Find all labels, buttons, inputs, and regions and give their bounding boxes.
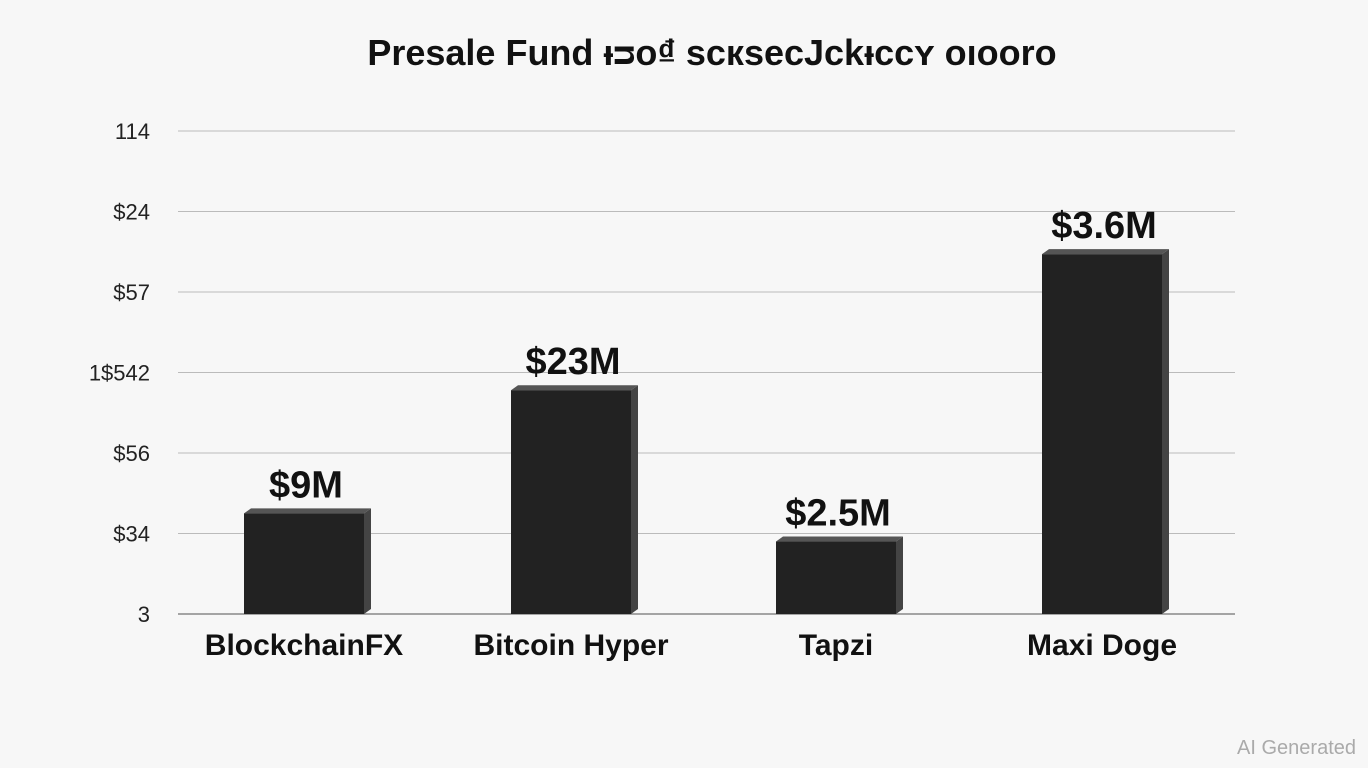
- bar-side: [631, 385, 638, 614]
- bar-side: [364, 508, 371, 614]
- bar-side: [896, 536, 903, 614]
- data-label: $3.6M: [1051, 205, 1157, 247]
- y-tick-label: $56: [113, 441, 150, 466]
- x-category-label: Tapzi: [799, 629, 873, 662]
- bar-top: [776, 536, 903, 542]
- y-tick-label: 3: [138, 602, 150, 627]
- data-label: $2.5M: [785, 493, 891, 535]
- data-label: $23M: [525, 341, 620, 383]
- bar-top: [1042, 249, 1169, 255]
- bar: [244, 513, 364, 614]
- chart-title: Presale Fund ᵻᴝo₫ scкsecJckᵻccʏ oıooro: [367, 32, 1056, 73]
- y-tick-label: $57: [113, 280, 150, 305]
- y-tick-label: $24: [113, 200, 150, 225]
- bar-top: [511, 385, 638, 391]
- y-tick-label: 1$542: [89, 361, 150, 386]
- bar: [1042, 254, 1162, 615]
- bar-side: [1162, 249, 1169, 615]
- y-tick-label: 114: [115, 119, 150, 144]
- x-category-label: Maxi Doge: [1027, 629, 1177, 662]
- data-label: $9M: [269, 464, 343, 506]
- bar: [511, 390, 631, 614]
- x-category-label: Bitcoin Hyper: [473, 629, 668, 662]
- x-category-label: BlockchainFX: [205, 629, 403, 662]
- y-tick-label: $34: [113, 522, 150, 547]
- bar: [776, 541, 896, 614]
- bar-top: [244, 508, 371, 514]
- watermark: AI Generated: [1237, 737, 1356, 759]
